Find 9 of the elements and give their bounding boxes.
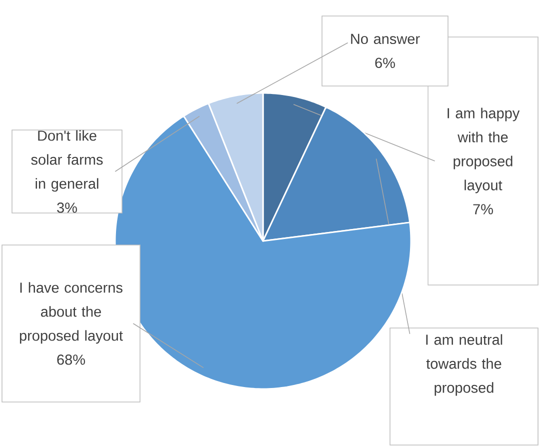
slice-label: I am happy with the proposed layout <box>448 108 520 194</box>
slice-label: Don't like solar farms in general <box>31 130 103 192</box>
data-label: 68% <box>57 354 86 365</box>
slice-label: No answer <box>351 34 420 44</box>
slice-label: I have concerns about the proposed layout <box>20 282 123 344</box>
data-label: 3% <box>57 202 77 213</box>
data-label: 6% <box>375 58 395 68</box>
data-label: 7% <box>473 204 493 214</box>
slice-label: I am neutral towards the proposed <box>426 334 502 396</box>
